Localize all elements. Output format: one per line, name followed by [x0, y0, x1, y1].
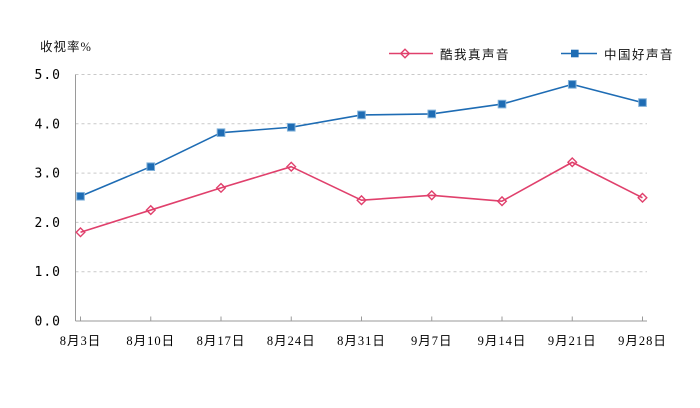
data-point-marker [427, 109, 437, 119]
x-tick-label: 9月21日 [548, 334, 597, 348]
data-point-marker [215, 182, 227, 194]
legend-item-haoshengyin: 中国好声音 [560, 44, 674, 63]
data-point-marker [216, 128, 226, 137]
data-point-marker [356, 194, 367, 206]
y-tick-label: 1.0 [35, 265, 61, 280]
data-point-marker [145, 204, 157, 216]
data-point-marker [426, 189, 438, 201]
x-tick-label: 9月28日 [618, 334, 667, 348]
data-point-marker [497, 99, 507, 109]
y-axis-title: 收视率% [40, 40, 92, 54]
data-point-marker [638, 98, 647, 107]
x-tick-label: 9月14日 [478, 334, 527, 348]
x-tick-label: 8月17日 [197, 334, 246, 348]
legend-item-kuwo: 酷我真声音 [388, 44, 510, 63]
legend: 酷我真声音 中国好声音 [388, 44, 674, 63]
data-point-marker [566, 156, 578, 168]
legend-label-kuwo: 酷我真声音 [440, 48, 511, 62]
data-point-marker [567, 80, 577, 89]
data-point-marker [76, 191, 85, 201]
x-tick-label: 8月24日 [267, 334, 316, 348]
x-tick-label: 8月3日 [60, 334, 102, 348]
data-point-marker [285, 161, 297, 172]
y-tick-label: 2.0 [35, 216, 61, 231]
data-point-marker [496, 195, 508, 207]
x-tick-label: 8月10日 [126, 334, 175, 348]
data-point-marker [286, 122, 296, 132]
legend-label-haoshengyin: 中国好声音 [604, 48, 675, 62]
y-tick-label: 3.0 [35, 167, 61, 182]
data-point-marker [146, 162, 156, 171]
series-line-1 [80, 83, 643, 198]
legend-diamond-marker-icon [389, 48, 433, 59]
legend-square-marker-icon [561, 49, 598, 58]
data-point-marker [637, 192, 648, 204]
data-point-marker [75, 226, 86, 238]
y-tick-label: 0.0 [35, 315, 61, 330]
series-line-0 [80, 161, 643, 234]
x-tick-label: 9月7日 [411, 334, 453, 348]
data-point-marker [357, 110, 366, 120]
x-tick-label: 8月31日 [337, 334, 386, 348]
y-tick-label: 4.0 [35, 117, 61, 132]
y-tick-label: 5.0 [35, 68, 61, 83]
